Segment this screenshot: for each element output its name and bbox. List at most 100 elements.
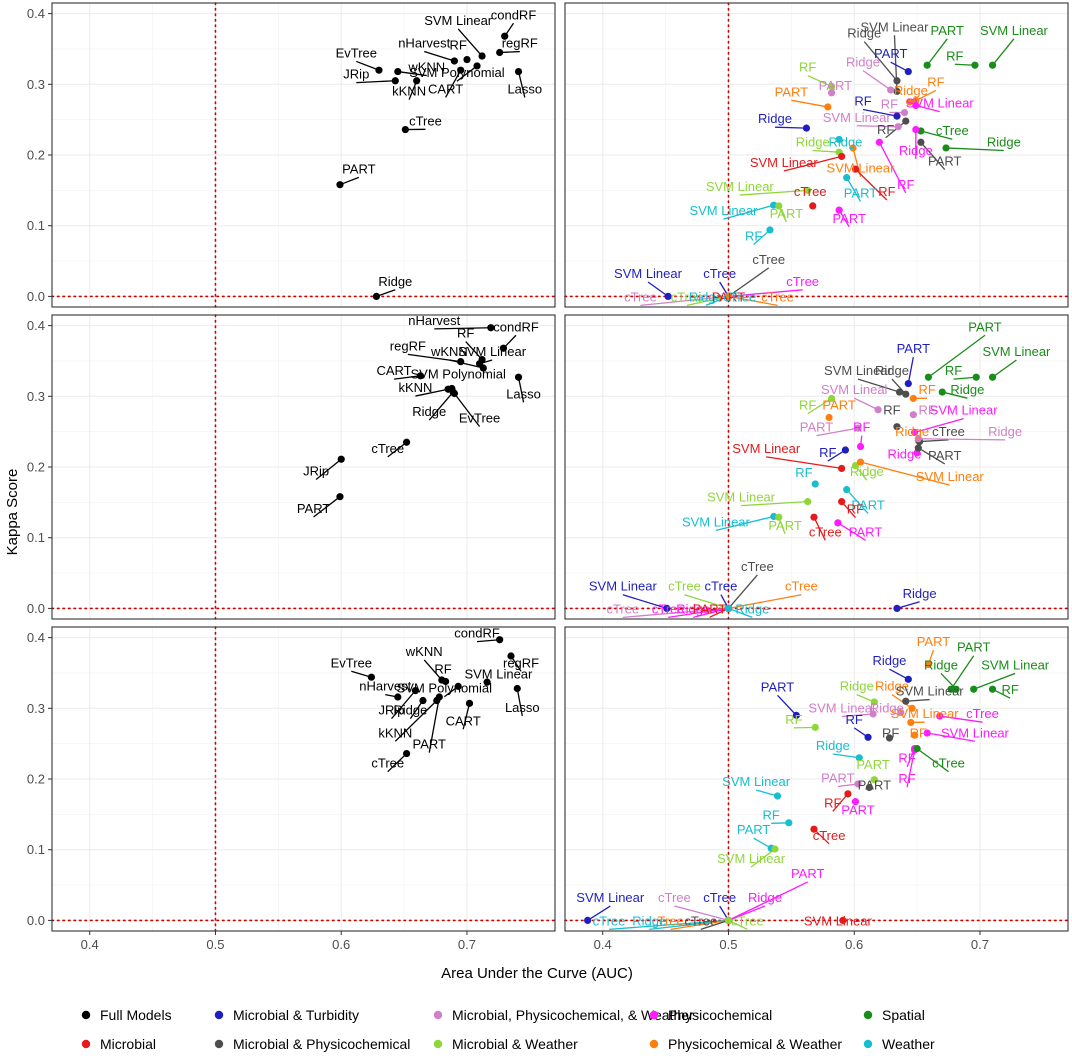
y-tick-label: 0.2 [27, 460, 45, 475]
data-point [972, 373, 980, 381]
label-leader [906, 749, 916, 788]
point-label: Ridge [924, 657, 958, 672]
data-point [413, 77, 421, 85]
point-label: RF [1001, 682, 1018, 697]
label-leader [723, 204, 774, 220]
label-leader [853, 397, 879, 411]
point-label: SVM Linear [589, 579, 658, 594]
data-point [827, 82, 836, 91]
point-label: EvTree [459, 410, 500, 425]
point-label: PART [844, 185, 878, 200]
point-label: RF [795, 465, 812, 480]
label-leader [837, 522, 866, 541]
legend-label: Microbial, Physicochemical, & Weather [452, 1007, 694, 1023]
label-leader [728, 881, 808, 921]
label-leader [705, 295, 729, 306]
point-label: SVM Linear [707, 490, 776, 505]
point-label: cTree [652, 601, 685, 616]
point-label: Lasso [505, 700, 540, 715]
label-leader [393, 375, 421, 380]
data-point [864, 733, 872, 741]
data-point [827, 89, 836, 97]
point-label: Tree [658, 913, 684, 928]
point-label: cTree [593, 913, 626, 928]
data-point [893, 87, 901, 95]
x-tick-label: 0.6 [845, 937, 863, 952]
point-label: Ridge [796, 135, 830, 150]
point-label: Ridge [846, 55, 880, 70]
point-label: PART [342, 161, 376, 176]
point-label: PART [737, 822, 771, 837]
label-leader [728, 289, 803, 298]
point-label: cTree [409, 113, 442, 128]
panel-border [564, 626, 1069, 932]
point-label: cTree [371, 441, 404, 456]
data-point [457, 66, 465, 74]
point-label: wKNN [430, 344, 468, 359]
data-point [893, 112, 901, 120]
point-label: SVM Linear [981, 657, 1050, 672]
data-point [336, 181, 344, 189]
label-leader [856, 125, 899, 128]
point-label: SVM Linear [827, 161, 896, 176]
point-label: Ridge [758, 111, 792, 126]
label-leader [668, 607, 729, 618]
data-point [663, 604, 671, 612]
data-point [900, 108, 909, 117]
point-label: condRF [491, 7, 537, 22]
label-leader [774, 126, 807, 129]
point-label: PART [957, 640, 991, 655]
data-point [885, 734, 894, 742]
point-label: kKNN [378, 725, 412, 740]
point-label: SVM Linear [804, 913, 873, 928]
label-leader [397, 70, 427, 77]
data-point [902, 117, 910, 125]
point-label: Ridge [894, 83, 928, 98]
data-point [465, 699, 474, 707]
label-leader [434, 327, 491, 330]
x-tick-label: 0.4 [594, 937, 612, 952]
data-point [902, 697, 910, 705]
point-label: PART [856, 757, 890, 772]
label-leader [462, 703, 471, 730]
point-label: nHarvest [359, 679, 411, 694]
data-point [913, 745, 921, 753]
point-label: RF [877, 122, 894, 137]
point-label: kKNN [398, 380, 432, 395]
data-point [851, 461, 860, 470]
y-tick-label: 0.2 [27, 772, 45, 787]
point-label: SVM Linear [458, 344, 527, 359]
data-point [912, 125, 920, 134]
point-label: cTree [752, 252, 785, 267]
point-label: PART [849, 524, 883, 539]
point-label: Ridge [950, 382, 984, 397]
data-point [908, 704, 916, 712]
label-leader [813, 516, 826, 541]
data-point [894, 123, 902, 131]
point-label: cTree [723, 289, 756, 304]
point-label: RF [927, 74, 944, 89]
point-label: Ridge [872, 653, 906, 668]
data-point [870, 776, 878, 784]
data-point [394, 693, 402, 701]
data-point [893, 77, 901, 85]
data-point [501, 32, 509, 40]
label-leader [753, 229, 771, 246]
y-axis-title: Kappa Score [4, 469, 21, 556]
label-leader [700, 919, 729, 930]
label-leader [456, 65, 478, 82]
label-leader [905, 698, 930, 702]
point-label: cTree [785, 579, 818, 594]
data-point [851, 798, 860, 806]
x-tick-label: 0.7 [458, 937, 476, 952]
label-leader [939, 715, 983, 723]
data-point [478, 52, 486, 60]
point-label: RF [882, 725, 899, 740]
point-label: cTree [932, 424, 965, 439]
point-label: regRF [390, 338, 426, 353]
data-point [372, 292, 381, 300]
